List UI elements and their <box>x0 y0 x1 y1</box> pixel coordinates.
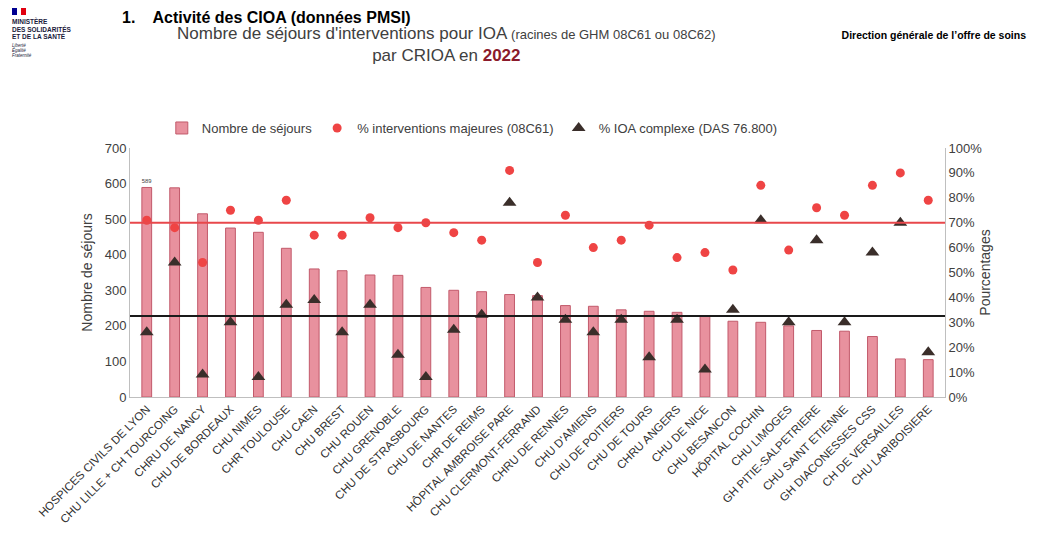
svg-text:0%: 0% <box>949 390 968 405</box>
svg-text:CHU LILLE + CH TOURCOING: CHU LILLE + CH TOURCOING <box>58 403 180 525</box>
svg-text:589: 589 <box>142 178 152 184</box>
svg-text:0: 0 <box>119 390 126 405</box>
svg-text:Nombre de séjours: Nombre de séjours <box>79 213 95 331</box>
svg-text:60%: 60% <box>949 240 975 255</box>
svg-text:CHR DE REIMS: CHR DE REIMS <box>419 403 487 471</box>
svg-text:100: 100 <box>105 354 127 369</box>
svg-text:20%: 20% <box>949 340 975 355</box>
svg-text:CHU DE BORDEAUX: CHU DE BORDEAUX <box>148 403 236 491</box>
html-text:Liberté: Liberté <box>12 42 26 48</box>
svg-text:CHRU ANGERS: CHRU ANGERS <box>614 403 682 471</box>
svg-text:CHU D'AMIENS: CHU D'AMIENS <box>532 403 599 470</box>
svg-text:CHU BREST: CHU BREST <box>292 403 347 458</box>
svg-text:CHR TOULOUSE: CHR TOULOUSE <box>219 403 292 476</box>
svg-text:HÔPITAL COCHIN: HÔPITAL COCHIN <box>690 403 767 480</box>
svg-text:CHU CAEN: CHU CAEN <box>269 403 320 454</box>
html-text:ET DE LA SANTÉ: ET DE LA SANTÉ <box>12 33 66 40</box>
svg-text:CHU CLERMONT-FERRAND: CHU CLERMONT-FERRAND <box>427 403 543 519</box>
html-text:MINISTÈRE: MINISTÈRE <box>12 18 48 25</box>
svg-text:CHU BESANCON: CHU BESANCON <box>664 403 738 477</box>
svg-text:CHU DE POITIERS: CHU DE POITIERS <box>547 403 627 483</box>
html-text:DES SOLIDARITÉS: DES SOLIDARITÉS <box>12 25 71 33</box>
svg-text:10%: 10% <box>949 365 975 380</box>
svg-text:CHU SAINT ETIENNE: CHU SAINT ETIENNE <box>760 403 850 493</box>
svg-text:CHRU DE NANCY: CHRU DE NANCY <box>132 403 208 479</box>
svg-text:GH DIACONESSES CSS: GH DIACONESSES CSS <box>777 403 878 504</box>
svg-text:CHRU DE RENNES: CHRU DE RENNES <box>489 403 571 485</box>
svg-text:CHU DE NANTES: CHU DE NANTES <box>384 403 459 478</box>
svg-text:GH PITIE-SALPETRIERE: GH PITIE-SALPETRIERE <box>720 403 822 505</box>
svg-text:CHU DE TOURS: CHU DE TOURS <box>585 403 655 473</box>
svg-text:600: 600 <box>105 176 127 191</box>
svg-text:700: 700 <box>105 141 127 156</box>
svg-text:50%: 50% <box>949 265 975 280</box>
svg-text:70%: 70% <box>949 215 975 230</box>
svg-text:Nombre de séjours d'interventi: Nombre de séjours d'interventions pour I… <box>177 24 715 65</box>
svg-text:CHU LIMOGES: CHU LIMOGES <box>729 403 795 469</box>
svg-text:200: 200 <box>105 318 127 333</box>
svg-text:% interventions majeures (08C6: % interventions majeures (08C61) <box>357 121 554 136</box>
svg-text:CHU NIMES: CHU NIMES <box>210 403 264 457</box>
svg-text:CHU DE STRASBOURG: CHU DE STRASBOURG <box>332 403 431 502</box>
svg-text:CH DE VERSAILLES: CH DE VERSAILLES <box>820 403 906 489</box>
svg-text:80%: 80% <box>949 190 975 205</box>
svg-text:30%: 30% <box>949 315 975 330</box>
svg-text:CHU DE NICE: CHU DE NICE <box>649 403 711 465</box>
svg-text:500: 500 <box>105 212 127 227</box>
svg-text:100%: 100% <box>949 141 983 156</box>
svg-text:90%: 90% <box>949 165 975 180</box>
svg-text:HÔPITAL AMBROISE PARE: HÔPITAL AMBROISE PARE <box>404 403 515 514</box>
html-text:1. Activité des CIOA (données: 1. Activité des CIOA (données PMSI) <box>122 9 411 26</box>
svg-text:400: 400 <box>105 247 127 262</box>
svg-text:CHU GRENOBLE: CHU GRENOBLE <box>330 403 404 477</box>
svg-text:300: 300 <box>105 283 127 298</box>
html-text:Fraternité: Fraternité <box>12 52 32 58</box>
svg-text:CHU LARIBOISIERE: CHU LARIBOISIERE <box>849 403 934 488</box>
html-text:Direction générale de l’offre: Direction générale de l’offre de soins <box>841 29 1026 41</box>
svg-text:% IOA complexe (DAS 76.800): % IOA complexe (DAS 76.800) <box>599 121 777 136</box>
svg-text:Nombre de séjours: Nombre de séjours <box>202 121 312 136</box>
svg-text:40%: 40% <box>949 290 975 305</box>
svg-text:Pourcentages: Pourcentages <box>977 229 993 315</box>
html-text:Égalité: Égalité <box>12 47 26 53</box>
svg-text:HOSPICES CIVILS DE LYON: HOSPICES CIVILS DE LYON <box>36 403 152 519</box>
svg-text:CHU ROUEN: CHU ROUEN <box>318 403 376 461</box>
